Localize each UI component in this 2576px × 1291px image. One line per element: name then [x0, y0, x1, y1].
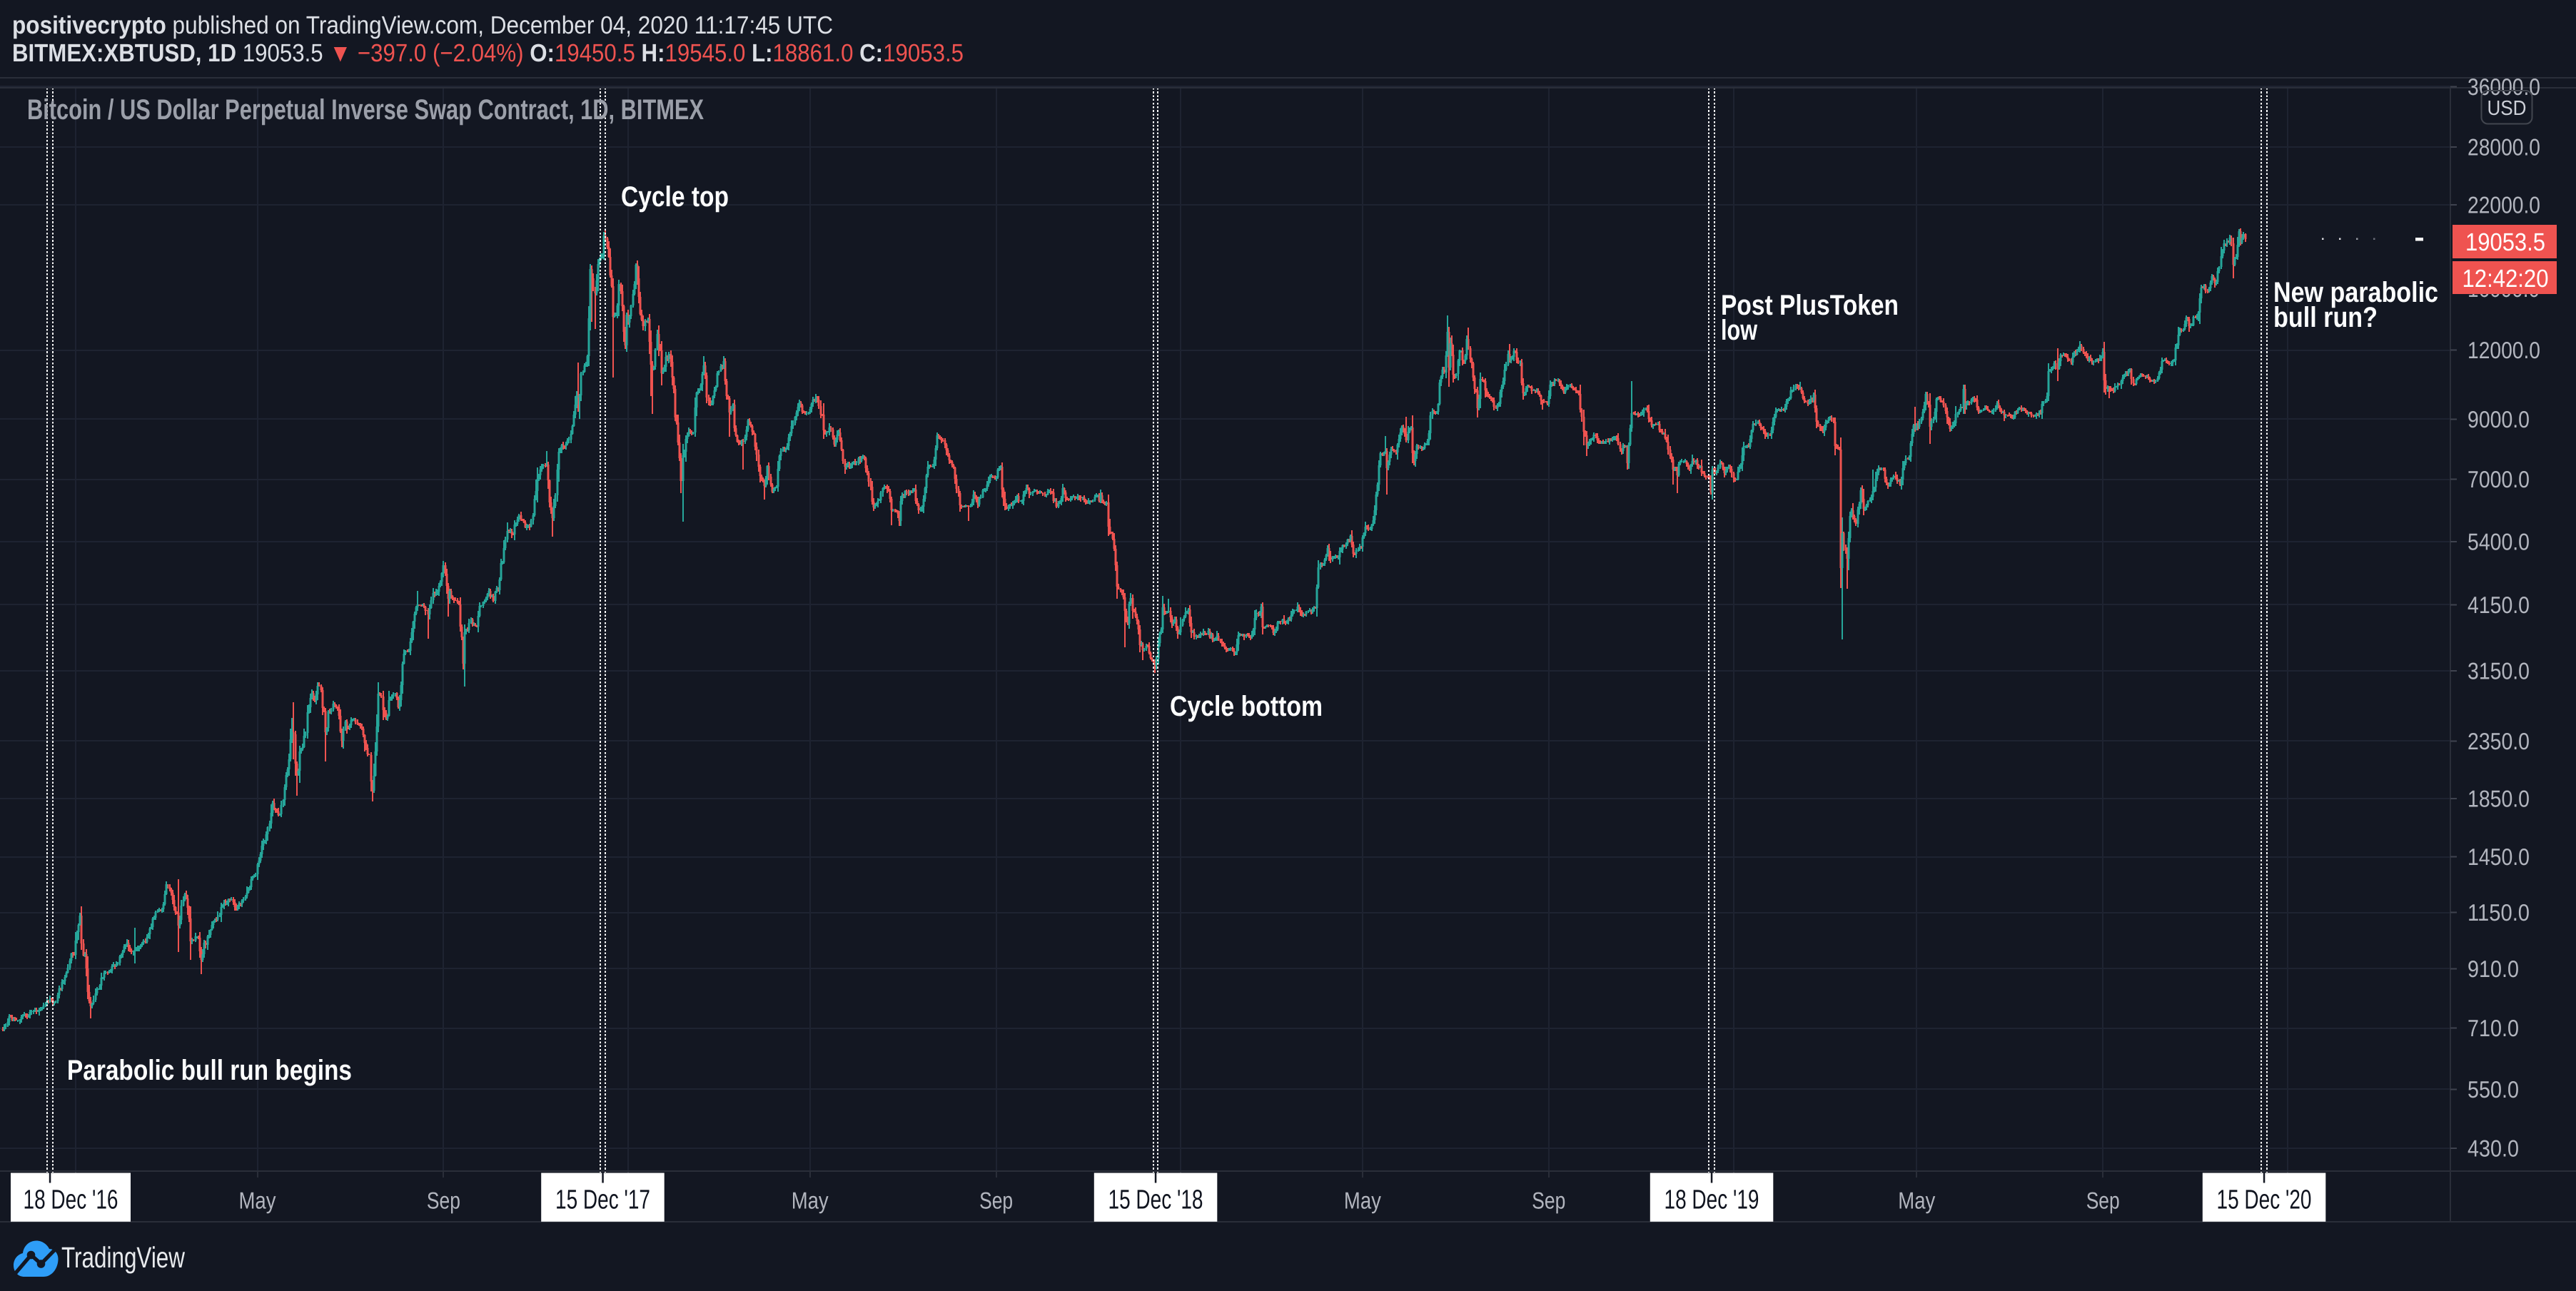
- svg-text:May: May: [792, 1187, 829, 1213]
- svg-text:4150.0: 4150.0: [2468, 592, 2530, 618]
- svg-text:550.0: 550.0: [2468, 1076, 2519, 1103]
- svg-text:3150.0: 3150.0: [2468, 658, 2530, 684]
- svg-text:Sep: Sep: [979, 1187, 1013, 1213]
- svg-text:Sep: Sep: [1532, 1187, 1565, 1213]
- svg-text:18 Dec '19: 18 Dec '19: [1665, 1185, 1759, 1215]
- svg-text:low: low: [1721, 315, 1758, 346]
- svg-text:18 Dec '16: 18 Dec '16: [24, 1185, 118, 1215]
- svg-text:1150.0: 1150.0: [2468, 899, 2530, 926]
- svg-text:Sep: Sep: [2086, 1187, 2120, 1213]
- svg-text:15 Dec '17: 15 Dec '17: [555, 1185, 650, 1215]
- svg-text:15 Dec '18: 15 Dec '18: [1108, 1185, 1203, 1215]
- svg-text:Parabolic bull run begins: Parabolic bull run begins: [67, 1055, 352, 1086]
- svg-text:19053.5: 19053.5: [2465, 228, 2545, 256]
- svg-text:USD: USD: [2487, 97, 2527, 120]
- svg-text:7000.0: 7000.0: [2468, 466, 2530, 492]
- svg-text:May: May: [1344, 1187, 1381, 1213]
- svg-text:May: May: [239, 1187, 276, 1213]
- svg-text:bull run?: bull run?: [2273, 302, 2378, 333]
- svg-text:22000.0: 22000.0: [2468, 192, 2540, 218]
- svg-text:New parabolic: New parabolic: [2273, 277, 2438, 308]
- svg-text:12:42:20: 12:42:20: [2463, 265, 2549, 293]
- svg-text:BITMEX:XBTUSD, 1D 19053.5 ▼ −3: BITMEX:XBTUSD, 1D 19053.5 ▼ −397.0 (−2.0…: [12, 39, 964, 67]
- svg-text:Cycle bottom: Cycle bottom: [1170, 691, 1323, 722]
- svg-text:710.0: 710.0: [2468, 1015, 2519, 1041]
- svg-text:12000.0: 12000.0: [2468, 337, 2540, 363]
- svg-text:2350.0: 2350.0: [2468, 728, 2530, 754]
- svg-text:Sep: Sep: [427, 1187, 460, 1213]
- svg-text:430.0: 430.0: [2468, 1135, 2519, 1162]
- svg-text:15 Dec '20: 15 Dec '20: [2217, 1185, 2312, 1215]
- svg-text:910.0: 910.0: [2468, 956, 2519, 982]
- svg-text:positivecrypto published on Tr: positivecrypto published on TradingView.…: [12, 11, 833, 39]
- svg-text:Cycle top: Cycle top: [621, 181, 729, 213]
- svg-text:TradingView: TradingView: [61, 1241, 185, 1274]
- svg-text:Post PlusToken: Post PlusToken: [1721, 290, 1899, 321]
- svg-text:1450.0: 1450.0: [2468, 844, 2530, 870]
- svg-text:5400.0: 5400.0: [2468, 528, 2530, 555]
- svg-text:28000.0: 28000.0: [2468, 133, 2540, 160]
- svg-text:9000.0: 9000.0: [2468, 406, 2530, 432]
- svg-text:Bitcoin / US Dollar Perpetual: Bitcoin / US Dollar Perpetual Inverse Sw…: [27, 94, 704, 126]
- svg-text:1850.0: 1850.0: [2468, 785, 2530, 811]
- svg-text:May: May: [1898, 1187, 1935, 1213]
- svg-text:36000.0: 36000.0: [2468, 74, 2540, 100]
